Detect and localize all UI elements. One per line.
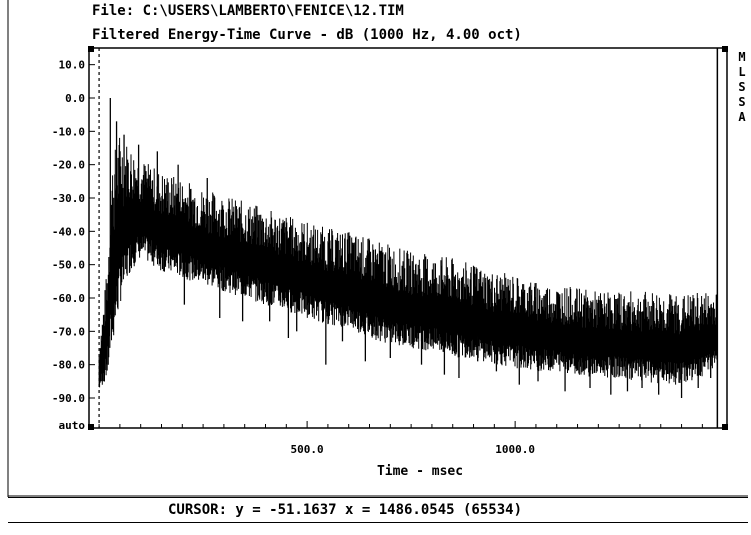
y-tick-label: -60.0 [52, 292, 85, 305]
y-tick-label: 10.0 [59, 59, 86, 72]
etc-chart: 10.0 0.0 -10.0 -20.0 -30.0 -40.0 -50.0 -60.0 -70… [7, 0, 748, 497]
plot-border [88, 47, 728, 429]
x-tick-label: 500.0 [291, 443, 324, 456]
x-axis: 500.0 1000.0 Time - msec [98, 421, 703, 479]
y-tick-label: -90.0 [52, 392, 85, 405]
y-axis-bottom-label: auto [59, 419, 86, 432]
plot-frame [7, 0, 748, 497]
y-tick-label: -20.0 [52, 159, 85, 172]
file-path-label: File: C:\USERS\LAMBERTO\FENICE\12.TIM [92, 3, 404, 19]
status-bar: CURSOR: y = -51.1637 x = 1486.0545 (6553… [8, 497, 748, 523]
side-menu-item-2[interactable]: L [738, 65, 746, 79]
y-tick-label: -80.0 [52, 359, 85, 372]
energy-time-trace [98, 98, 718, 398]
x-axis-label: Time - msec [377, 464, 463, 479]
chart-title: Filtered Energy-Time Curve - dB (1000 Hz… [92, 27, 522, 43]
y-tick-label: -50.0 [52, 259, 85, 272]
y-tick-label: -10.0 [52, 125, 85, 138]
corner-marker [722, 424, 728, 430]
y-tick-label: 0.0 [65, 92, 85, 105]
y-tick-label: -30.0 [52, 192, 85, 205]
y-axis: 10.0 0.0 -10.0 -20.0 -30.0 -40.0 -50.0 -60.0 -70… [52, 59, 95, 432]
side-menu-item-4[interactable]: S [738, 95, 746, 109]
corner-marker [88, 424, 94, 430]
y-tick-label: -40.0 [52, 225, 85, 238]
corner-marker [88, 46, 94, 52]
trace-body [98, 137, 718, 388]
x-tick-label: 1000.0 [495, 443, 535, 456]
side-menu-item-1[interactable]: M [738, 50, 746, 64]
range-markers [98, 48, 719, 428]
cursor-readout: CURSOR: y = -51.1637 x = 1486.0545 (6553… [168, 502, 523, 518]
y-tick-label: -70.0 [52, 325, 85, 338]
side-menu-item-3[interactable]: S [738, 80, 746, 94]
side-menu-item-5[interactable]: A [738, 110, 746, 124]
corner-marker [722, 46, 728, 52]
